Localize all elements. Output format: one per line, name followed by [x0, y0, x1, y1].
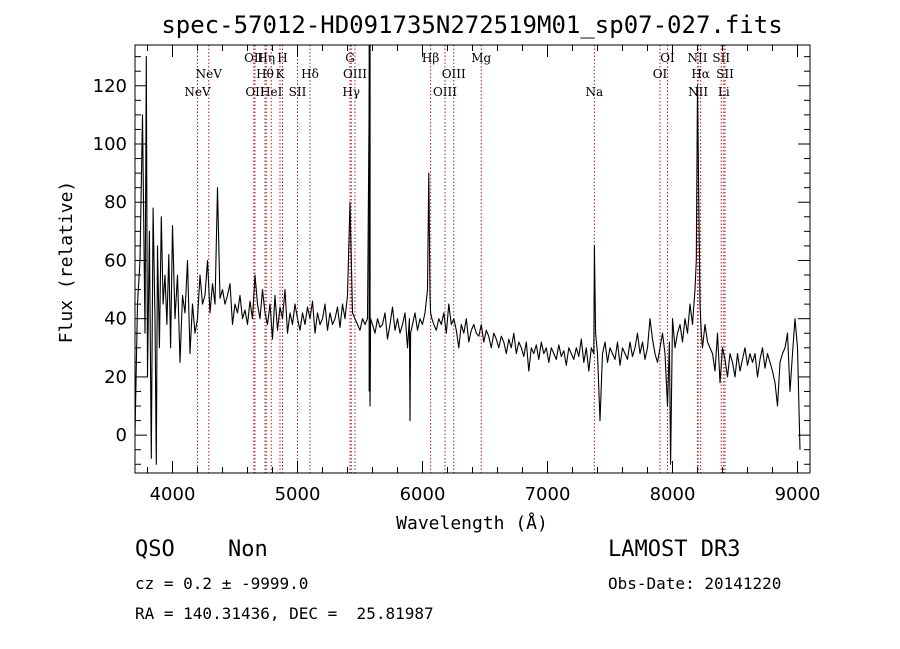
x-axis-label: Wavelength (Å): [396, 512, 548, 534]
y-tick-label: 0: [116, 425, 127, 446]
spectrum-line: [134, 56, 801, 465]
coordinates: RA = 140.31436, DEC = 25.81987: [135, 604, 434, 623]
emission-line-label: SII: [289, 85, 307, 99]
emission-line-label: G: [345, 51, 355, 65]
x-tick-label: 6000: [400, 484, 446, 505]
emission-line-label: OIII: [442, 67, 466, 81]
y-tick-label: 100: [93, 134, 127, 155]
emission-line-label: Hγ: [342, 85, 360, 99]
emission-line-label: K: [276, 67, 286, 81]
chart-title: spec-57012-HD091735N272519M01_sp07-027.f…: [161, 11, 782, 39]
x-tick-label: 7000: [525, 484, 571, 505]
emission-line-label: Hδ: [301, 67, 319, 81]
emission-line-label: Hθ: [256, 67, 274, 81]
object-class: QSO: [135, 537, 175, 562]
emission-line-label: SII: [716, 67, 734, 81]
x-tick-label: 4000: [150, 484, 196, 505]
emission-line-label: OI: [653, 67, 668, 81]
emission-line-label: Hα: [691, 67, 710, 81]
survey-name: LAMOST DR3: [608, 537, 741, 562]
emission-line-label: NII: [688, 51, 708, 65]
emission-line-label: H: [277, 51, 287, 65]
x-tick-label: 9000: [775, 484, 821, 505]
y-tick-label: 120: [93, 76, 127, 97]
spectrum-chart: spec-57012-HD091735N272519M01_sp07-027.f…: [56, 11, 821, 534]
x-tick-label: 8000: [650, 484, 696, 505]
emission-line-label: Li: [718, 85, 730, 99]
object-subclass: Non: [228, 537, 268, 562]
emission-line-label: Hη: [257, 51, 275, 65]
y-tick-label: 80: [104, 192, 127, 213]
emission-line-label: OIII: [433, 85, 457, 99]
emission-line-label: Mg: [471, 51, 491, 65]
emission-line-label: Hβ: [422, 51, 439, 65]
y-axis-label: Flux (relative): [56, 181, 77, 344]
redshift-cz: cz = 0.2 ± -9999.0: [135, 574, 309, 593]
y-tick-label: 60: [104, 250, 127, 271]
y-tick-label: 40: [104, 309, 127, 330]
plot-frame: [134, 44, 811, 474]
emission-line-label: OII: [244, 51, 264, 65]
emission-line-label: Na: [586, 85, 604, 99]
x-tick-label: 5000: [275, 484, 321, 505]
observation-date: Obs-Date: 20141220: [608, 574, 782, 593]
emission-line-label: NII: [688, 85, 708, 99]
emission-line-label: OIII: [343, 67, 367, 81]
emission-line-label: OI: [660, 51, 675, 65]
emission-line-label: NeV: [184, 85, 211, 99]
y-tick-label: 20: [104, 367, 127, 388]
emission-line-label: HeI: [260, 85, 283, 99]
emission-line-label: SII: [712, 51, 730, 65]
emission-line-label: OII: [245, 85, 265, 99]
emission-line-label: NeV: [196, 67, 223, 81]
